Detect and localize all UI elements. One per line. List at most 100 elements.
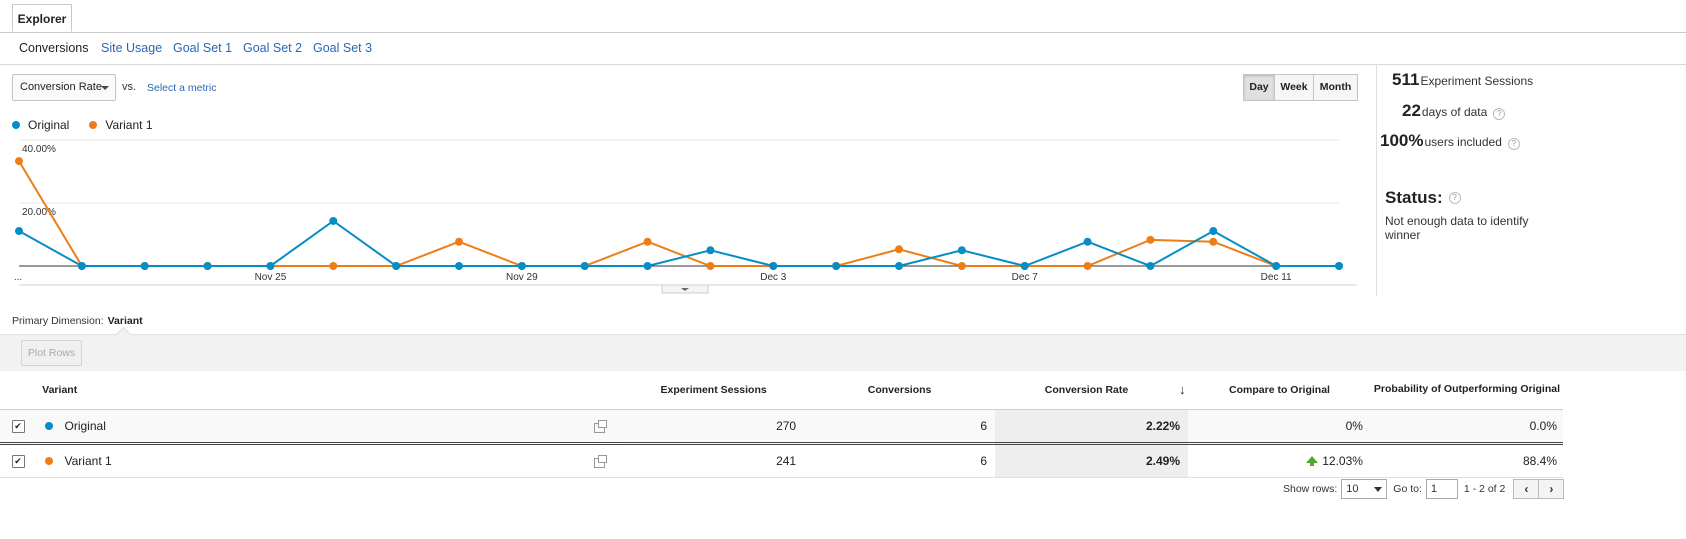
status-heading: Status: ?	[1385, 188, 1461, 208]
help-icon[interactable]: ?	[1448, 192, 1461, 204]
users-label: users included	[1424, 135, 1502, 149]
subtab-goal-set-3[interactable]: Goal Set 3	[313, 41, 373, 55]
rows-per-page-select[interactable]: 10	[1341, 479, 1388, 499]
data-point-variant-1	[643, 237, 652, 246]
probability-cell: 0.0%	[1370, 409, 1563, 445]
plot-rows-button[interactable]: Plot Rows	[21, 340, 82, 366]
help-icon[interactable]: ?	[1507, 138, 1520, 150]
subtab-goal-set-2[interactable]: Goal Set 2	[243, 41, 303, 55]
data-point-original	[15, 227, 23, 236]
days-label: days of data	[1421, 105, 1488, 119]
header-variant[interactable]: Variant	[36, 370, 624, 410]
data-point-variant-1	[1083, 262, 1092, 270]
data-point-original	[77, 262, 86, 270]
row-checkbox[interactable]: ✔	[11, 420, 25, 434]
header-probability-outperforming[interactable]: Probability of Outperforming Original	[1370, 370, 1563, 410]
primary-dimension-value[interactable]: Variant	[107, 315, 143, 327]
conversions-cell: 6	[804, 443, 996, 478]
data-point-original	[455, 262, 463, 270]
sort-arrow-down-icon[interactable]: ↓	[1177, 370, 1189, 410]
select-metric-link[interactable]: Select a metric	[147, 82, 217, 94]
table-row: ✔ Original 270 6 2.22% 0% 0.0%	[0, 409, 1563, 445]
x-tick-label: ...	[14, 272, 22, 283]
week-button[interactable]: Week	[1274, 74, 1314, 101]
days-stat: 22 days of data ?	[1402, 101, 1506, 121]
variant-name: Variant 1	[64, 454, 112, 468]
compare-cell-wrap: 12.03%	[1188, 443, 1371, 478]
data-point-original	[1146, 262, 1155, 270]
days-value: 22	[1402, 101, 1421, 120]
subtab-site-usage[interactable]: Site Usage	[101, 41, 163, 55]
conversion-rate-chart: 40.00% 20.00%... Nov 25 Nov 29 Dec 3 Dec 7 Dec…	[14, 139, 1357, 294]
data-point-variant-1	[15, 157, 23, 166]
series-line-variant-1	[18, 160, 1339, 267]
help-icon[interactable]: ?	[1493, 108, 1506, 120]
conversion-rate-cell: 2.22%	[995, 409, 1189, 445]
legend-item-original[interactable]: Original	[12, 118, 69, 132]
data-point-original	[1209, 227, 1218, 236]
tab-explorer[interactable]: Explorer	[12, 4, 72, 32]
data-point-original	[517, 262, 526, 270]
experiment-summary	[1376, 64, 1577, 296]
series-dot-icon	[45, 422, 54, 430]
sessions-stat: 511 Experiment Sessions	[1392, 70, 1533, 90]
header-conversion-rate[interactable]: Conversion Rate	[995, 370, 1178, 410]
data-point-variant-1	[895, 245, 903, 254]
chart-legend: Original Variant 1	[12, 118, 173, 132]
variant-name: Original	[64, 419, 106, 433]
row-checkbox[interactable]: ✔	[11, 455, 25, 469]
day-button[interactable]: Day	[1243, 74, 1275, 101]
data-point-original	[895, 262, 903, 270]
sessions-cell: 241	[623, 443, 805, 478]
header-compare-to-original[interactable]: Compare to Original	[1188, 370, 1371, 410]
prev-page-button[interactable]: ‹	[1513, 479, 1540, 499]
compare-cell: 0%	[1188, 409, 1371, 445]
header-conversions[interactable]: Conversions	[804, 370, 996, 410]
conversions-cell: 6	[804, 409, 996, 445]
status-title: Status:	[1385, 188, 1443, 207]
legend-label: Original	[28, 118, 70, 132]
period-toggle: Day Week Month	[1243, 74, 1358, 101]
report-subtabs: Conversions Site Usage Goal Set 1 Goal S…	[0, 32, 1686, 65]
metric-dropdown[interactable]: Conversion Rate	[12, 74, 116, 101]
data-point-variant-1	[329, 262, 338, 270]
data-point-original	[769, 262, 778, 270]
data-point-original	[832, 262, 841, 270]
data-point-variant-1	[1146, 235, 1155, 244]
data-point-variant-1	[706, 262, 715, 270]
goto-label: Go to:	[1393, 483, 1422, 495]
x-tick-label: Dec 3	[760, 272, 787, 283]
series-line-original	[18, 219, 1339, 268]
primary-dimension-label: Primary Dimension:	[12, 315, 104, 327]
external-link-icon[interactable]	[594, 420, 608, 433]
x-tick-label: Nov 29	[506, 272, 538, 283]
compare-cell: 12.03%	[1322, 454, 1363, 468]
data-point-original	[140, 262, 149, 270]
data-point-original	[266, 262, 275, 270]
table-pager: Show rows: 10 Go to: 1 1 - 2 of 2 ‹ ›	[1283, 478, 1565, 500]
legend-item-variant-1[interactable]: Variant 1	[89, 118, 153, 132]
subtab-conversions[interactable]: Conversions	[19, 41, 89, 55]
goto-page-input[interactable]: 1	[1425, 479, 1458, 499]
variant-table: Variant Experiment Sessions Conversions …	[0, 370, 1563, 478]
sessions-label: Experiment Sessions	[1420, 74, 1534, 88]
show-rows-label: Show rows:	[1283, 483, 1338, 495]
data-point-variant-1	[455, 237, 463, 246]
x-tick-label: Dec 7	[1012, 272, 1039, 283]
x-tick-label: Dec 11	[1261, 272, 1292, 283]
header-experiment-sessions[interactable]: Experiment Sessions	[623, 370, 805, 410]
month-button[interactable]: Month	[1313, 74, 1358, 101]
primary-dimension: Primary Dimension: Variant	[12, 315, 143, 327]
sessions-value: 511	[1392, 70, 1420, 89]
data-point-original	[203, 262, 212, 270]
data-point-original	[1335, 262, 1343, 270]
series-dot-icon	[12, 121, 20, 129]
chevron-down-icon	[681, 288, 689, 291]
external-link-icon[interactable]	[594, 455, 608, 468]
data-point-original	[580, 262, 589, 270]
data-point-original	[1272, 262, 1281, 270]
status-text: Not enough data to identify winner	[1385, 214, 1529, 242]
arrow-up-icon	[1306, 456, 1319, 466]
next-page-button[interactable]: ›	[1538, 479, 1565, 499]
subtab-goal-set-1[interactable]: Goal Set 1	[173, 41, 233, 55]
